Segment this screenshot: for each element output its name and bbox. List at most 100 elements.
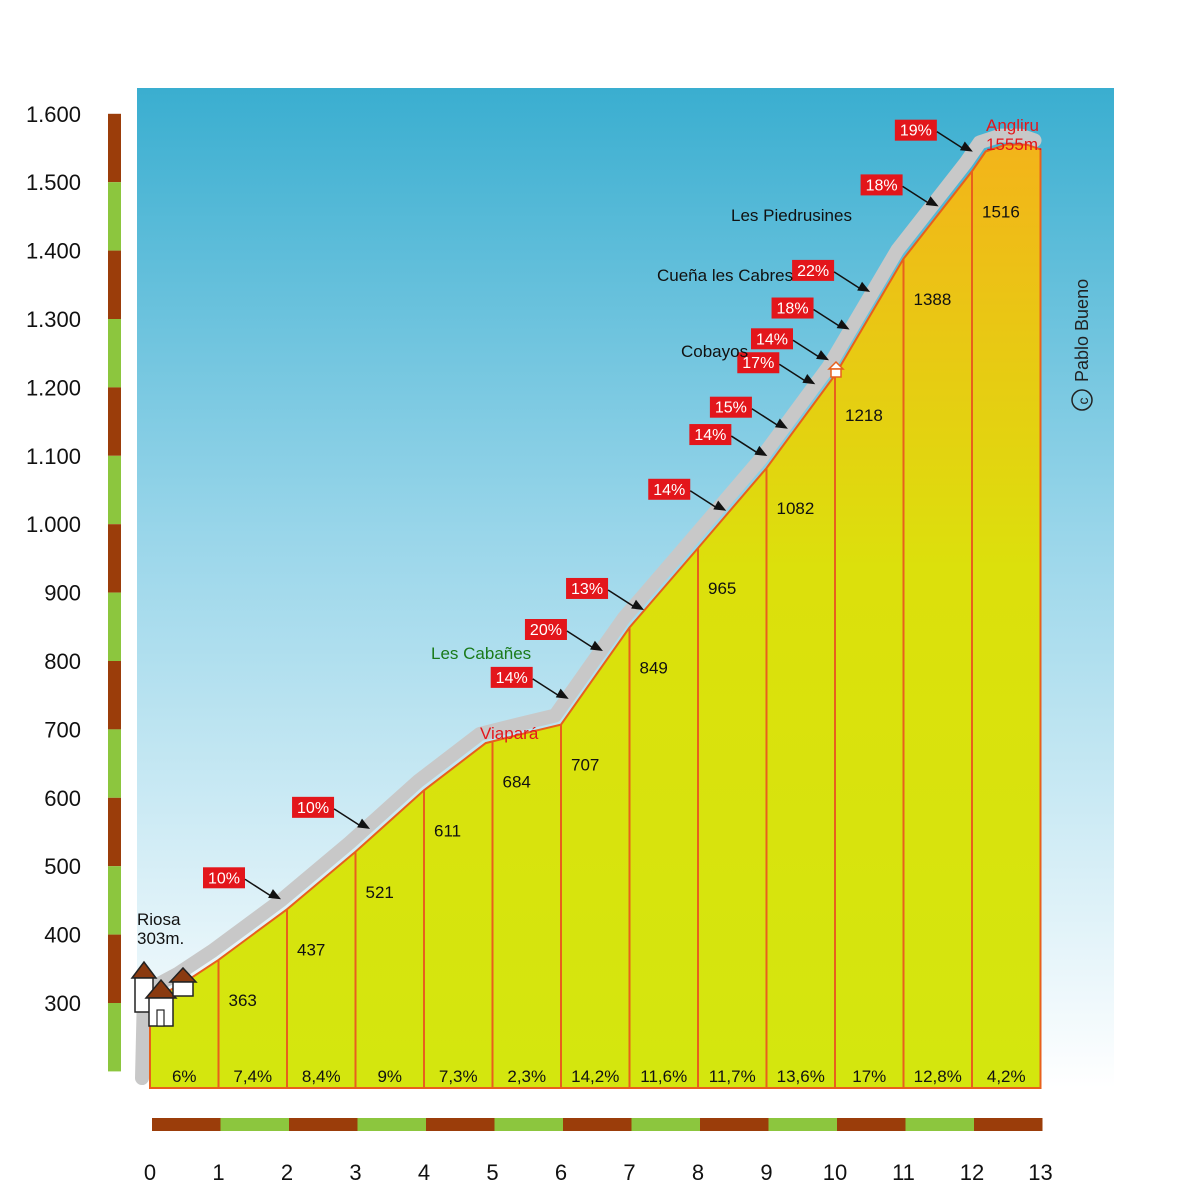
ramp-arrow-line <box>813 308 842 329</box>
y-tick-label: 500 <box>44 854 81 879</box>
ramp-badge-label: 13% <box>571 581 603 598</box>
x-bar-segment <box>768 1118 837 1131</box>
y-bar-segment <box>108 387 121 456</box>
profile-area <box>149 143 1042 1089</box>
credit-text: Pablo Bueno <box>1072 279 1092 382</box>
y-bar-segment <box>108 1003 121 1071</box>
y-bar-segment <box>108 182 121 251</box>
ramp-arrow-head <box>959 141 973 152</box>
ramp-arrow-head <box>713 500 727 511</box>
y-tick-label: 600 <box>44 786 81 811</box>
place-cobayos: Cobayos <box>681 342 748 361</box>
x-tick-label: 5 <box>486 1160 498 1185</box>
segment-gradient-label: 12,8% <box>914 1067 962 1086</box>
place-angliru-elevation: 1555m. <box>986 135 1043 154</box>
segment-gradient-label: 11,7% <box>709 1067 756 1086</box>
place-les-piedrusines: Les Piedrusines <box>731 206 852 225</box>
ramp-badge <box>203 867 245 889</box>
km-elevation-label: 1388 <box>914 290 952 309</box>
x-bar-segment <box>700 1118 769 1131</box>
km-elevation-label: 363 <box>229 991 257 1010</box>
ramp-badge-label: 14% <box>496 670 528 687</box>
x-tick-label: 8 <box>692 1160 704 1185</box>
road-shadow <box>135 128 1042 1085</box>
ramp-badge <box>689 424 732 446</box>
ramp-arrow-line <box>244 878 274 898</box>
x-axis-ticks: 0 1 2 3 4 5 6 7 8 9 10 11 12 13 <box>144 1160 1053 1185</box>
segment-gradient-label: 11,6% <box>640 1067 687 1086</box>
x-tick-label: 10 <box>823 1160 847 1185</box>
ramp-arrow-line <box>730 435 760 455</box>
km-elevation-labels: 363 437 521 611 684 707 849 965 1082 1218 1388 1516 <box>229 202 1020 1010</box>
ramp-arrow-line <box>778 363 808 383</box>
ramp-arrow-head <box>816 350 829 361</box>
y-tick-label: 1.300 <box>26 307 81 332</box>
ramp-arrow-line <box>566 630 596 650</box>
x-bar-segment <box>837 1118 906 1131</box>
ramp-arrow-head <box>802 374 816 385</box>
x-tick-label: 4 <box>418 1160 430 1185</box>
ramp-arrow-head <box>857 281 871 292</box>
ramp-badge <box>737 352 780 374</box>
place-cuena-les-cabres: Cueña les Cabres <box>657 266 793 285</box>
y-bar-segment <box>108 729 121 798</box>
x-tick-label: 1 <box>212 1160 224 1185</box>
y-bar-segment <box>108 319 121 388</box>
y-bar-segment <box>108 113 121 183</box>
km-elevation-label: 1218 <box>845 406 883 425</box>
copyright-icon <box>1071 389 1093 411</box>
x-tick-label: 9 <box>760 1160 772 1185</box>
ramp-badge <box>709 396 752 418</box>
credit: c Pablo Bueno <box>1071 279 1093 411</box>
y-bar-segment <box>108 250 121 319</box>
y-tick-label: 1.100 <box>26 444 81 469</box>
x-tick-label: 13 <box>1028 1160 1052 1185</box>
y-tick-label: 1.400 <box>26 239 81 264</box>
y-tick-label: 300 <box>44 991 81 1016</box>
ramp-badge-label: 14% <box>694 427 726 444</box>
y-tick-label: 1.000 <box>26 512 81 537</box>
ramp-badge <box>292 796 335 818</box>
x-tick-label: 6 <box>555 1160 567 1185</box>
ramp-arrow-head <box>357 818 371 829</box>
ramp-arrow-line <box>833 271 863 291</box>
segment-gradient-label: 4,2% <box>987 1067 1026 1086</box>
ramp-badge <box>524 619 567 640</box>
ramp-badge <box>566 577 609 599</box>
x-bar-segment <box>426 1118 495 1131</box>
ramp-badge-label: 18% <box>866 177 898 194</box>
ramp-arrow-head <box>631 599 645 610</box>
village-icon <box>130 960 198 1027</box>
y-axis-color-bar <box>108 113 121 1072</box>
ramp-badge-label: 19% <box>900 123 932 140</box>
ramp-arrow-head <box>774 418 788 429</box>
x-bar-segment <box>152 1118 221 1131</box>
ramp-badge-label: 10% <box>297 800 329 817</box>
ramp-badge-label: 17% <box>742 355 774 372</box>
y-tick-label: 700 <box>44 717 81 742</box>
ramp-badge <box>860 174 903 196</box>
y-bar-segment <box>108 592 121 661</box>
x-bar-segment <box>563 1118 632 1131</box>
x-tick-label: 12 <box>960 1160 984 1185</box>
ramp-badge <box>751 328 793 350</box>
x-tick-label: 3 <box>349 1160 361 1185</box>
place-viapara: Viapará <box>480 724 539 743</box>
ramp-arrow-line <box>936 131 966 151</box>
y-tick-label: 800 <box>44 649 81 674</box>
segment-gradient-label: 8,4% <box>302 1067 341 1086</box>
x-bar-segment <box>631 1118 700 1131</box>
ramp-arrow-head <box>925 196 939 207</box>
y-tick-label: 900 <box>44 581 81 606</box>
ramp-badge <box>792 259 835 281</box>
ramp-arrow-line <box>689 490 719 510</box>
segment-gradient-label: 2,3% <box>507 1067 546 1086</box>
km-elevation-label: 1082 <box>777 499 815 518</box>
x-bar-segment <box>494 1118 563 1131</box>
x-tick-label: 0 <box>144 1160 156 1185</box>
y-tick-label: 400 <box>44 923 81 948</box>
y-bar-segment <box>108 797 121 867</box>
segment-gradient-label: 17% <box>852 1067 886 1086</box>
ramp-arrow-head <box>590 640 603 651</box>
